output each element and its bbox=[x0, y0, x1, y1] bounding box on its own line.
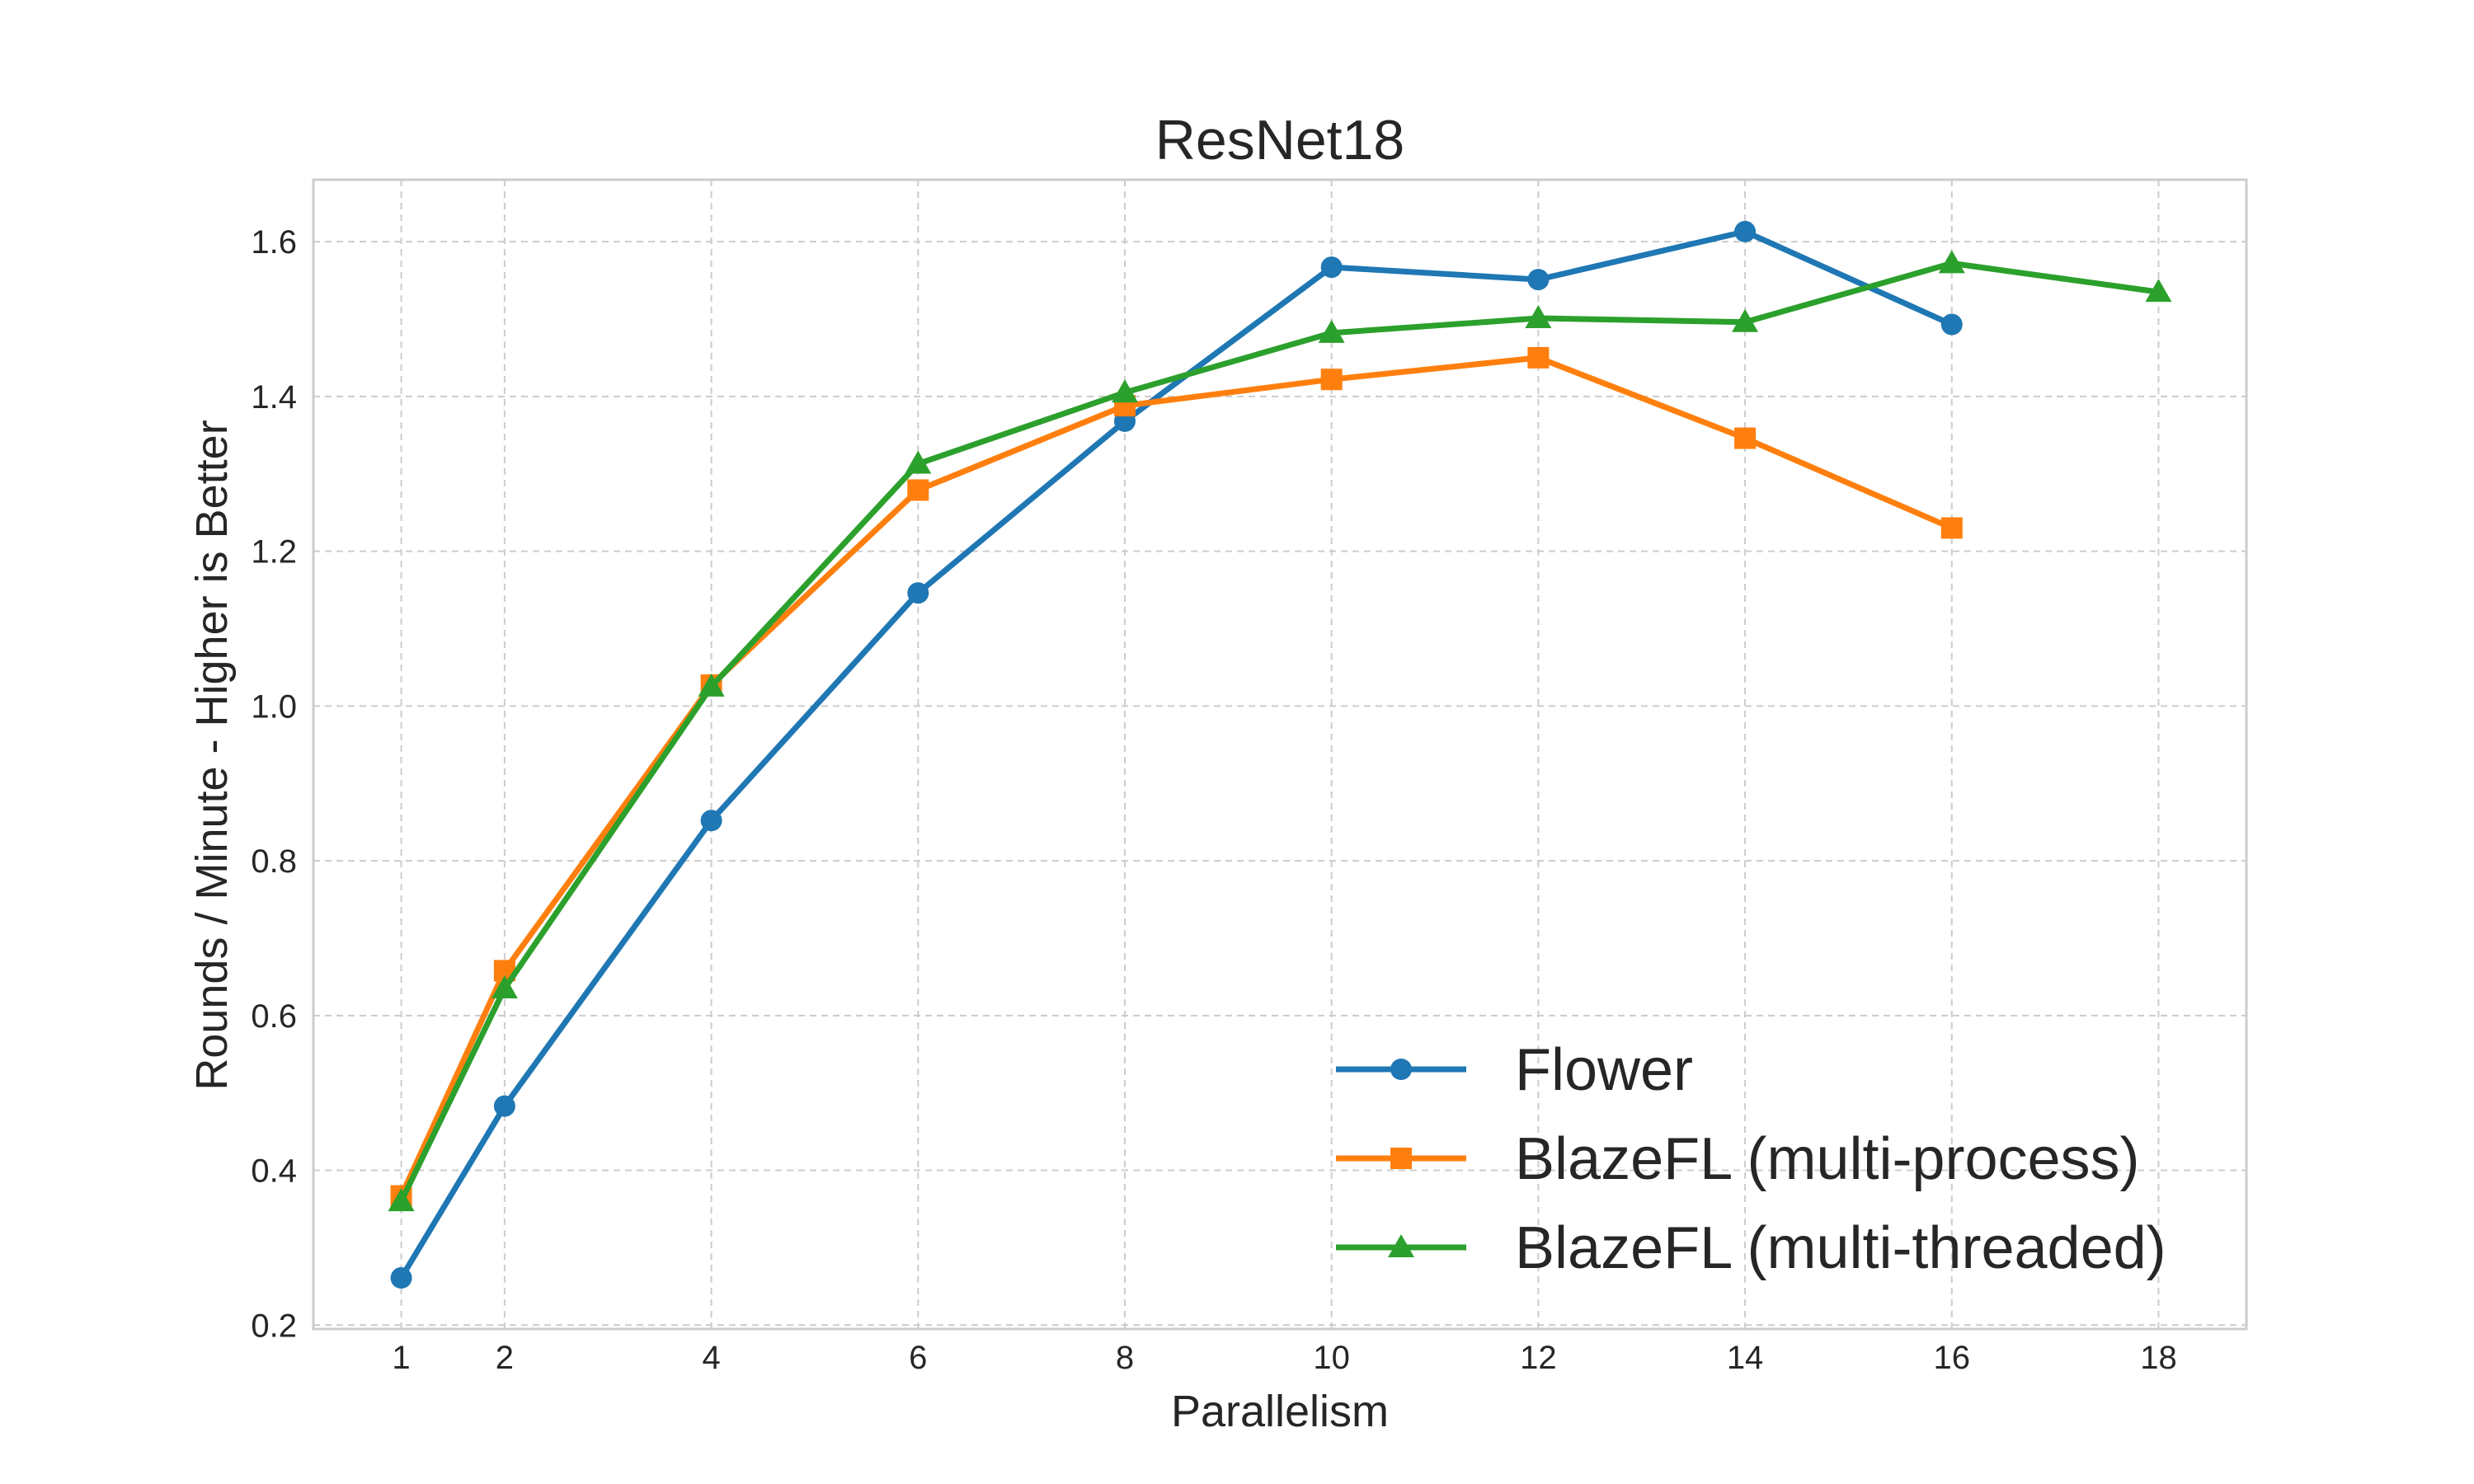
data-point-blazefl-multi-threaded bbox=[1525, 305, 1552, 329]
data-point-blazefl-multi-process bbox=[907, 479, 929, 501]
chart-title: ResNet18 bbox=[1155, 109, 1404, 171]
series-line-blazefl-multi-threaded bbox=[398, 260, 2161, 1205]
legend-label-flower: Flower bbox=[1515, 1037, 1693, 1103]
data-point-flower bbox=[1320, 256, 1343, 279]
y-tick-label: 0.8 bbox=[251, 843, 297, 880]
x-tick-label: 14 bbox=[1727, 1340, 1764, 1376]
legend-item-flower: Flower bbox=[1336, 1037, 1693, 1103]
y-tick-label: 1.0 bbox=[251, 688, 297, 725]
data-point-blazefl-multi-threaded bbox=[1938, 250, 1965, 274]
data-point-blazefl-multi-threaded bbox=[905, 450, 932, 474]
legend-item-blazefl-multi-threaded: BlazeFL (multi-threaded) bbox=[1336, 1215, 2166, 1281]
data-point-flower bbox=[390, 1267, 412, 1289]
data-point-blazefl-multi-process bbox=[1527, 346, 1550, 369]
legend: Flower BlazeFL (multi-process) BlazeFL (mu… bbox=[1336, 1037, 2166, 1281]
data-point-blazefl-multi-threaded bbox=[2145, 279, 2172, 303]
grid bbox=[313, 180, 2246, 1329]
y-tick-label: 1.4 bbox=[251, 379, 297, 416]
data-point-blazefl-multi-process bbox=[1320, 369, 1343, 391]
data-point-blazefl-multi-threaded bbox=[698, 673, 725, 697]
series-blazefl-multi-threaded bbox=[388, 250, 2172, 1212]
data-point-flower bbox=[700, 810, 722, 832]
x-tick-label: 18 bbox=[2140, 1340, 2177, 1376]
data-point-flower bbox=[1527, 269, 1550, 291]
legend-marker-blazefl-multi-process bbox=[1390, 1148, 1412, 1169]
data-point-blazefl-multi-threaded bbox=[1732, 308, 1759, 332]
data-point-blazefl-multi-process bbox=[1734, 427, 1757, 449]
y-tick-label: 0.2 bbox=[251, 1308, 297, 1344]
x-axis-label: Parallelism bbox=[1171, 1387, 1389, 1436]
x-tick-label: 16 bbox=[1934, 1340, 1971, 1376]
data-point-flower bbox=[1940, 313, 1963, 336]
data-point-blazefl-multi-threaded bbox=[388, 1188, 415, 1212]
plot-frame bbox=[312, 178, 2248, 1331]
legend-marker-blazefl-multi-threaded bbox=[1388, 1234, 1414, 1257]
series-flower bbox=[390, 220, 1963, 1289]
legend-label-blazefl-multi-threaded: BlazeFL (multi-threaded) bbox=[1515, 1215, 2166, 1281]
legend-marker-flower bbox=[1390, 1059, 1412, 1080]
data-point-flower bbox=[907, 582, 929, 604]
data-point-blazefl-multi-threaded bbox=[1318, 319, 1345, 343]
x-tick-label: 6 bbox=[909, 1340, 927, 1376]
y-tick-label: 1.2 bbox=[251, 534, 297, 571]
data-point-blazefl-multi-process bbox=[1940, 517, 1963, 539]
data-point-blazefl-multi-threaded bbox=[491, 974, 518, 998]
series-group bbox=[388, 220, 2172, 1289]
y-axis-label: Rounds / Minute - Higher is Better bbox=[187, 420, 237, 1090]
x-tick-label: 10 bbox=[1313, 1340, 1350, 1376]
x-tick-label: 8 bbox=[1116, 1340, 1134, 1376]
data-point-blazefl-multi-threaded bbox=[1111, 379, 1138, 403]
y-tick-label: 0.4 bbox=[251, 1153, 297, 1190]
y-tick-label: 0.6 bbox=[251, 998, 297, 1035]
x-tick-label: 1 bbox=[392, 1340, 410, 1376]
data-point-flower bbox=[493, 1095, 515, 1117]
x-tick-label: 2 bbox=[496, 1340, 514, 1376]
data-point-flower bbox=[1734, 220, 1757, 242]
legend-label-blazefl-multi-process: BlazeFL (multi-process) bbox=[1515, 1126, 2140, 1192]
legend-item-blazefl-multi-process: BlazeFL (multi-process) bbox=[1336, 1126, 2140, 1192]
x-tick-label: 4 bbox=[702, 1340, 720, 1376]
y-tick-label: 1.6 bbox=[251, 224, 297, 261]
ticks: 1 2 4 6 8 10 12 14 16 180.20.40.60.81.01.21.41.6 bbox=[251, 224, 2176, 1376]
x-tick-label: 12 bbox=[1520, 1340, 1557, 1376]
